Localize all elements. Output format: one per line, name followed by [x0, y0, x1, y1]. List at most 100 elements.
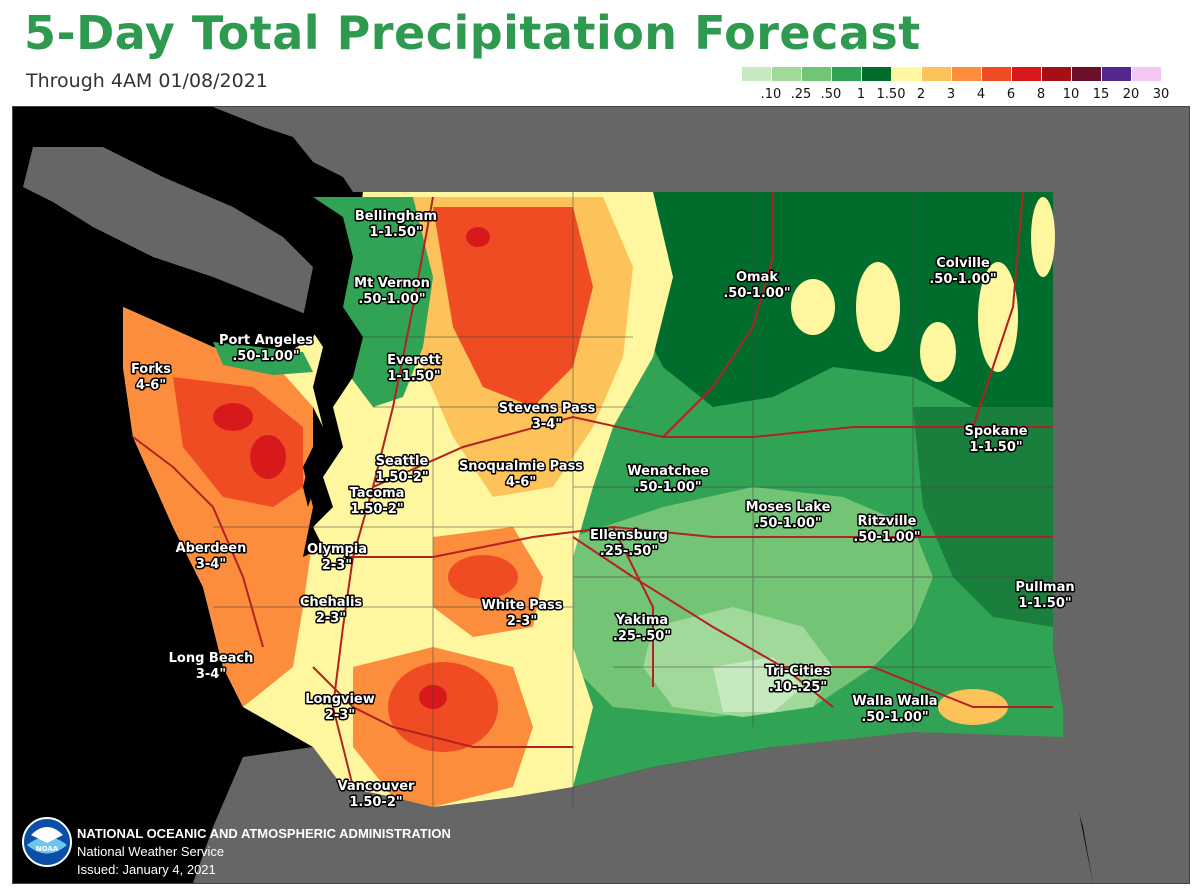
city-precip-range: .50-1.00" [358, 292, 425, 307]
dark-red-core-olympics-1 [213, 403, 253, 431]
legend-tick-label: 4 [976, 87, 986, 102]
vancouver-island [23, 147, 333, 317]
city-name: Forks [131, 362, 171, 377]
city-name: Ritzville [858, 514, 917, 529]
legend-swatch [1132, 67, 1161, 81]
city-name: Pullman [1015, 580, 1074, 595]
city-name: Tri-Cities [766, 664, 831, 679]
city-name: Vancouver [338, 779, 416, 794]
city-name: Tacoma [350, 486, 405, 501]
dark-red-core-north [466, 227, 490, 247]
yellow-patch-2 [856, 262, 900, 352]
city-precip-range: .50-1.00" [723, 286, 790, 301]
city-precip-range: 2-3" [507, 614, 537, 629]
service-name: National Weather Service [77, 844, 224, 859]
dark-green-zone-east [913, 407, 1053, 627]
legend-tick-label: 30 [1152, 87, 1170, 102]
city-precip-range: .25-.50" [613, 629, 671, 644]
city-name: Spokane [964, 424, 1027, 439]
city-name: Olympia [307, 542, 367, 557]
city-precip-range: .10-.25" [769, 680, 827, 695]
city-precip-range: .50-1.00" [634, 480, 701, 495]
legend-tick-label: 20 [1122, 87, 1140, 102]
precipitation-legend: .10 .25 .50 1 1.50 2 3 4 6 8 10 15 20 30 [742, 67, 1186, 105]
red-zone-north-cascades [433, 207, 593, 407]
city-name: Omak [736, 270, 778, 285]
idaho-landmass [1053, 192, 1189, 883]
legend-swatch [922, 67, 951, 81]
legend-tick-label: .10 [760, 87, 782, 102]
legend-tick-label: 1.50 [876, 87, 906, 102]
city-name: Longview [305, 692, 375, 707]
city-name: Stevens Pass [499, 401, 596, 416]
red-zone-south-cascades [388, 662, 498, 752]
city-precip-range: .25-.50" [600, 544, 658, 559]
legend-swatch [742, 67, 771, 81]
city-precip-range: 1-1.50" [969, 440, 1022, 455]
city-precip-range: 1-1.50" [1018, 596, 1071, 611]
city-name: Ellensburg [590, 528, 668, 543]
legend-tick-label: .50 [820, 87, 842, 102]
city-name: Moses Lake [746, 500, 831, 515]
city-name: White Pass [481, 598, 562, 613]
legend-swatch [772, 67, 801, 81]
city-precip-range: 2-3" [316, 611, 346, 626]
city-name: Port Angeles [219, 333, 313, 348]
legend-swatch [952, 67, 981, 81]
city-precip-range: 4-6" [136, 378, 166, 393]
legend-tick-label: 2 [916, 87, 926, 102]
legend-swatch [832, 67, 861, 81]
city-name: Seattle [376, 454, 429, 469]
legend-swatch [982, 67, 1011, 81]
city-name: Bellingham [355, 209, 437, 224]
issued-date: Issued: January 4, 2021 [77, 862, 216, 877]
legend-tick-label: .25 [790, 87, 812, 102]
precipitation-map: Bellingham 1-1.50" Mt Vernon .50-1.00" Port … [12, 106, 1190, 884]
city-name: Colville [936, 256, 990, 271]
hood-canal [303, 407, 328, 507]
green-zone-port-angeles [213, 342, 313, 375]
valid-time-subtitle: Through 4AM 01/08/2021 [26, 70, 268, 92]
city-name: Long Beach [169, 651, 254, 666]
city-precip-range: 2-3" [322, 558, 352, 573]
city-name: Chehalis [300, 595, 363, 610]
city-precip-range: 4-6" [506, 475, 536, 490]
city-name: Yakima [615, 613, 668, 628]
city-name: Mt Vernon [354, 276, 430, 291]
city-precip-range: 1.50-2" [349, 795, 402, 810]
red-zone-central-cascades [448, 555, 518, 599]
city-precip-range: 1-1.50" [369, 225, 422, 240]
yellow-patch-4 [978, 262, 1018, 372]
legend-swatch [862, 67, 891, 81]
highways [132, 191, 1053, 788]
noaa-logo: NOAA [22, 817, 72, 867]
city-precip-range: 1-1.50" [387, 369, 440, 384]
legend-tick-label: 10 [1062, 87, 1080, 102]
legend-tick-label: 3 [946, 87, 956, 102]
legend-tick-label: 8 [1036, 87, 1046, 102]
legend-tick-label: 15 [1092, 87, 1110, 102]
agency-name: NATIONAL OCEANIC AND ATMOSPHERIC ADMINIS… [77, 826, 451, 841]
legend-swatch [1042, 67, 1071, 81]
yellow-patch-1 [791, 279, 835, 335]
legend-swatch [1072, 67, 1101, 81]
legend-tick-label: 1 [856, 87, 866, 102]
city-precip-range: .50-1.00" [232, 349, 299, 364]
page-title: 5-Day Total Precipitation Forecast [24, 6, 921, 60]
city-precip-range: 3-4" [196, 557, 226, 572]
yellow-patch-5 [1031, 197, 1055, 277]
city-name: Walla Walla [852, 694, 937, 709]
city-precip-range: 3-4" [196, 667, 226, 682]
yellow-patch-3 [920, 322, 956, 382]
city-name: Everett [387, 353, 441, 368]
city-name: Aberdeen [176, 541, 247, 556]
city-precip-range: .50-1.00" [853, 530, 920, 545]
city-precip-range: .50-1.00" [754, 516, 821, 531]
pale-green-zone [713, 657, 803, 712]
legend-swatch [892, 67, 921, 81]
dark-red-core-olympics-2 [250, 435, 286, 479]
city-precip-range: .50-1.00" [929, 272, 996, 287]
city-precip-range: 2-3" [325, 708, 355, 723]
